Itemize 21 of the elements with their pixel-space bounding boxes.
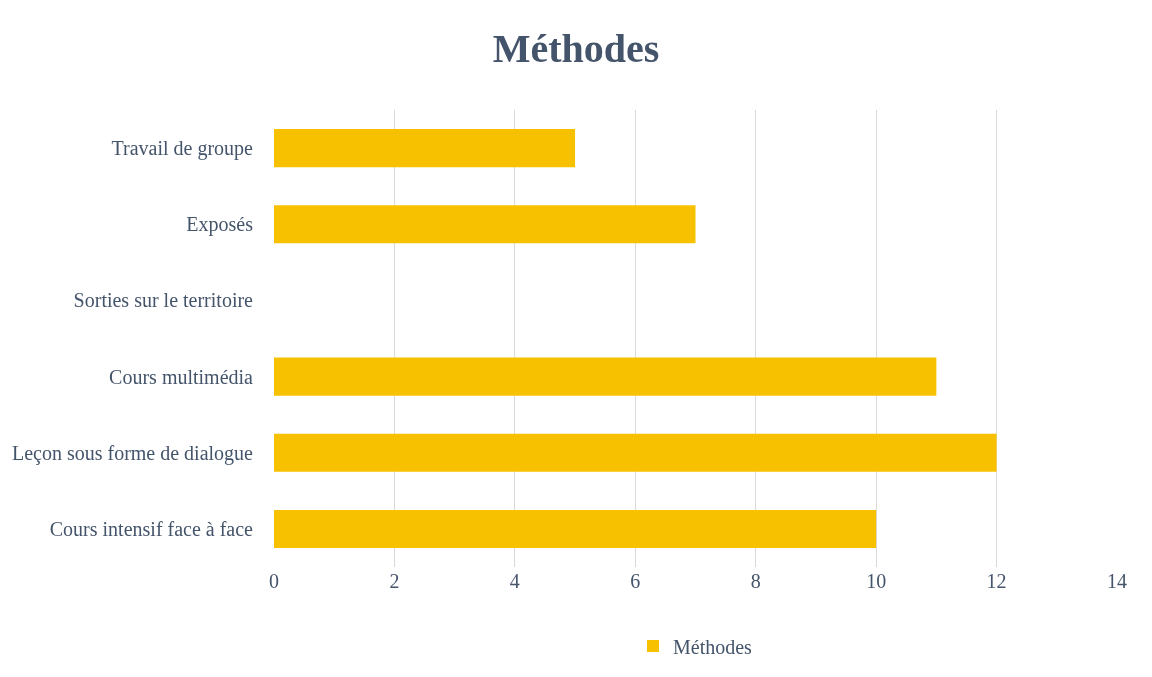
y-tick-label: Sorties sur le territoire <box>73 289 254 312</box>
bar <box>274 433 997 472</box>
x-tick-label: 0 <box>269 570 279 592</box>
bar <box>274 129 576 168</box>
x-tick-label: 2 <box>389 570 400 592</box>
bar <box>274 509 877 548</box>
x-tick-label: 10 <box>866 570 887 592</box>
bar <box>274 205 696 244</box>
y-tick-label: Cours multimédia <box>109 365 254 388</box>
y-tick-label: Leçon sous forme de dialogue <box>11 441 254 465</box>
x-tick-label: 12 <box>986 570 1007 592</box>
legend-label: Méthodes <box>673 635 753 658</box>
x-tick-label: 14 <box>1107 570 1127 592</box>
y-tick-label: Travail de groupe <box>111 137 254 161</box>
y-tick-label: Exposés <box>186 213 254 237</box>
chart-title: Méthodes <box>492 25 660 71</box>
x-tick-label: 6 <box>630 570 641 592</box>
y-tick-label: Cours intensif face à face <box>49 517 254 540</box>
bar <box>274 357 937 396</box>
x-tick-label: 4 <box>509 570 520 592</box>
x-tick-label: 8 <box>750 570 761 592</box>
